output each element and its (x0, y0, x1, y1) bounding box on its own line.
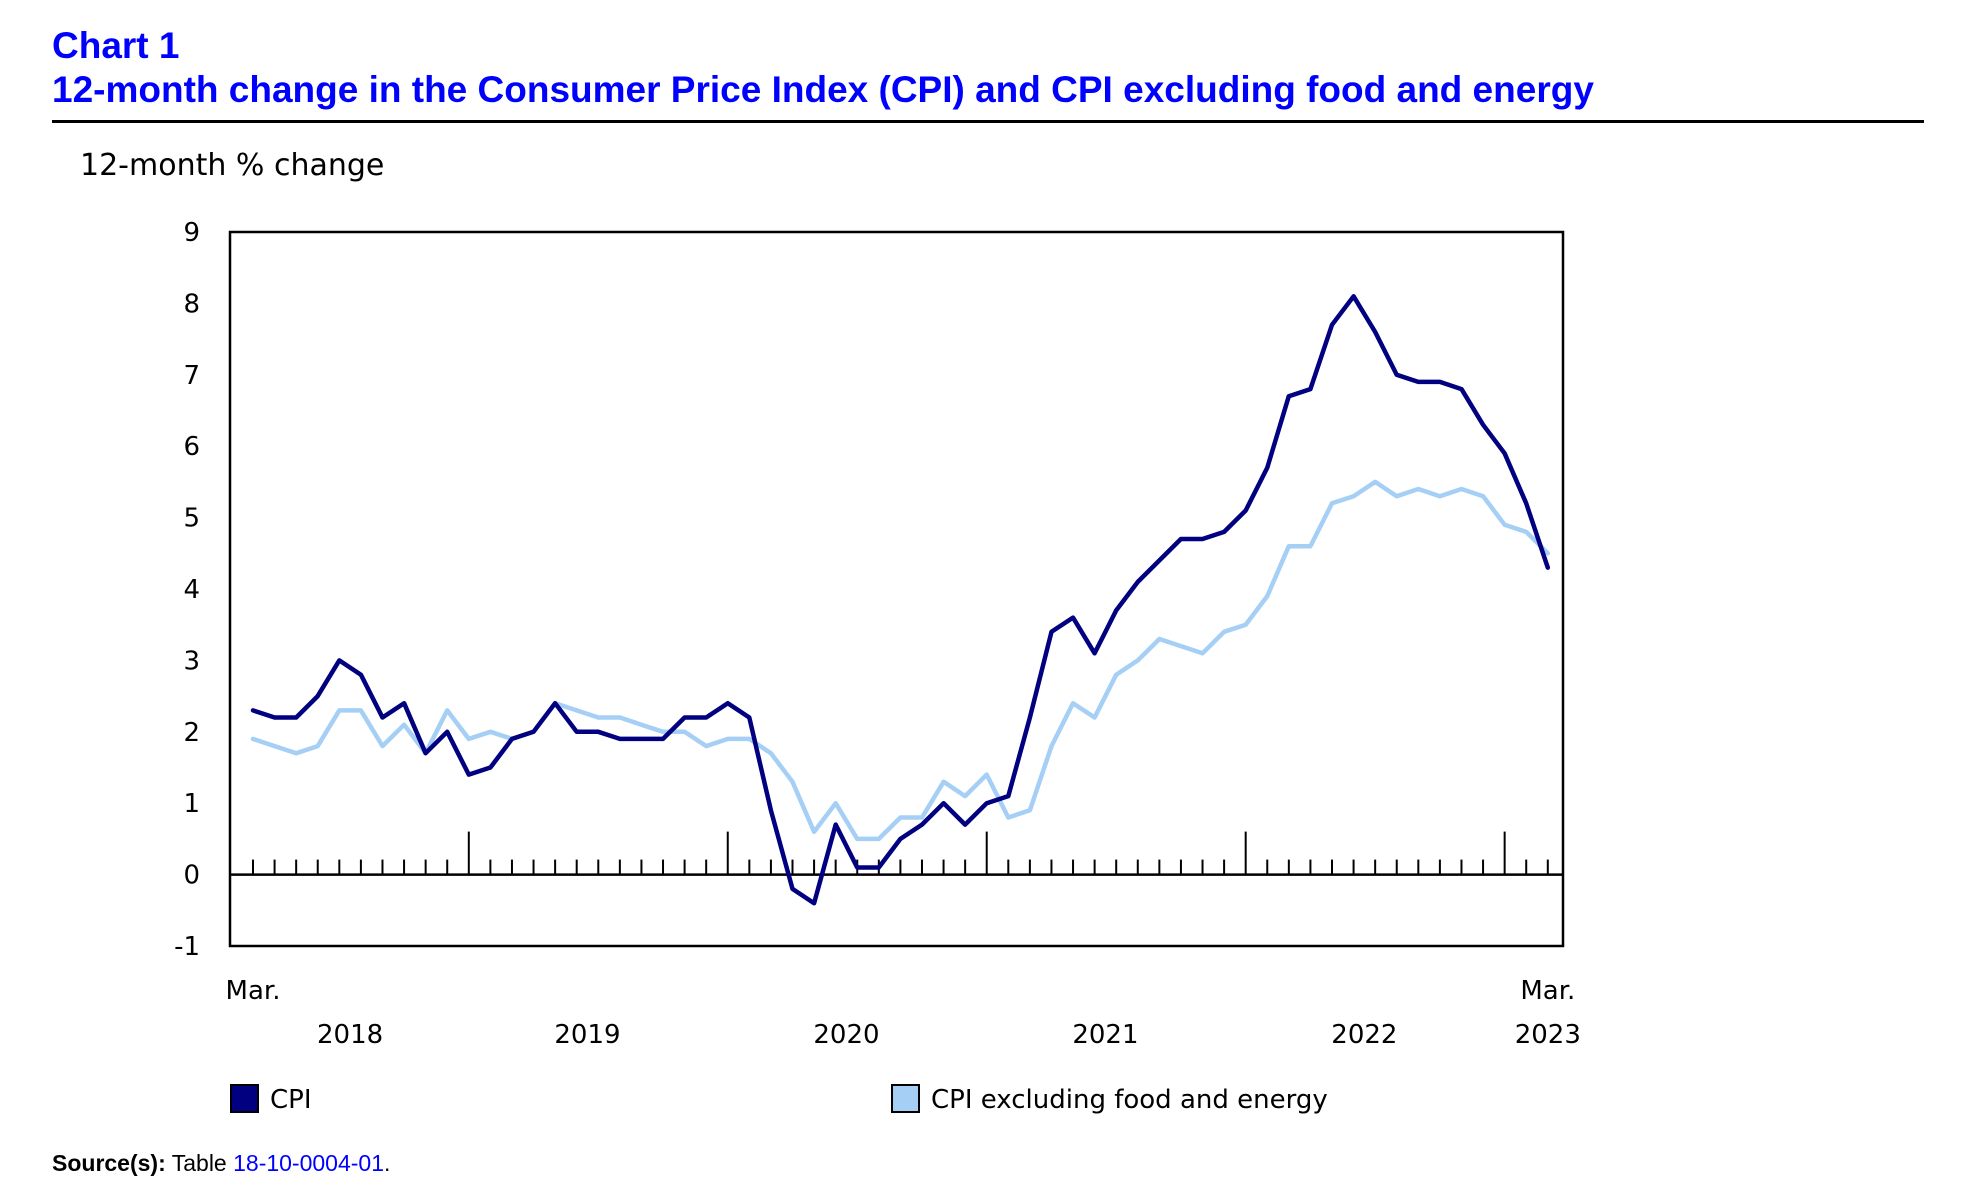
y-axis-ticks: 9 8 7 6 5 4 3 2 1 0 -1 (174, 218, 200, 962)
series-line-cpi (250, 294, 1551, 906)
y-tick-label: 4 (183, 575, 200, 605)
source-note: Source(s): Table 18-10-0004-01. (52, 1150, 390, 1177)
y-tick-label: 5 (183, 504, 200, 534)
series-line-cpi-ex (250, 479, 1551, 842)
x-year-label: 2021 (1072, 1020, 1138, 1050)
x-axis-ticks (252, 831, 1549, 875)
y-tick-label: 1 (183, 789, 200, 819)
title-divider (52, 120, 1924, 123)
y-tick-label: 9 (183, 218, 200, 248)
x-start-month-label: Mar. (226, 976, 281, 1006)
x-year-label: 2018 (317, 1020, 383, 1050)
source-table-link[interactable]: 18-10-0004-01 (233, 1150, 385, 1176)
legend-label-cpi-ex: CPI excluding food and energy (931, 1085, 1328, 1115)
source-text: Table (171, 1150, 227, 1176)
y-tick-label: 6 (183, 432, 200, 462)
x-year-label: 2022 (1331, 1020, 1397, 1050)
legend-item-cpi: CPI (230, 1084, 312, 1115)
y-tick-label: 8 (183, 289, 200, 319)
chart-number: Chart 1 (52, 25, 180, 66)
source-label: Source(s): (52, 1150, 166, 1176)
x-end-month-label: Mar. (1520, 976, 1575, 1006)
y-tick-label: 7 (183, 361, 200, 391)
legend-swatch-cpi-ex (891, 1084, 920, 1113)
legend-swatch-cpi (230, 1084, 259, 1113)
legend-label-cpi: CPI (270, 1085, 312, 1115)
legend: CPI CPI excluding food and energy (230, 1084, 1328, 1115)
y-tick-label: -1 (174, 932, 200, 962)
legend-item-cpi-ex: CPI excluding food and energy (891, 1084, 1328, 1115)
x-year-label: 2023 (1515, 1020, 1581, 1050)
y-axis-label: 12-month % change (80, 148, 384, 183)
y-tick-label: 3 (183, 646, 200, 676)
x-axis-labels: Mar. Mar. 2018 2019 2020 2021 2022 2023 (226, 976, 1581, 1050)
series-lines (250, 294, 1551, 906)
y-tick-label: 0 (183, 861, 200, 891)
x-year-label: 2019 (554, 1020, 620, 1050)
x-year-label: 2020 (813, 1020, 879, 1050)
plot-frame (228, 230, 1565, 948)
source-suffix: . (384, 1150, 391, 1176)
y-tick-label: 2 (183, 718, 200, 748)
chart-title: 12-month change in the Consumer Price In… (52, 69, 1594, 110)
